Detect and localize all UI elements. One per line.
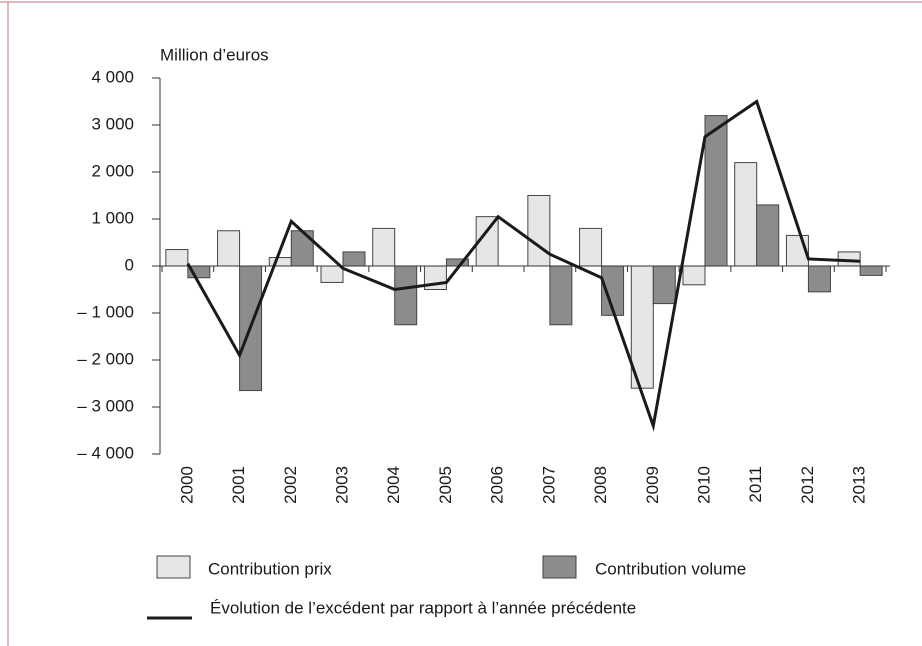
x-tick-label: 2009 <box>643 466 662 504</box>
bar <box>372 227 396 267</box>
bar <box>682 265 706 286</box>
y-tick-label: – 4 000 <box>77 443 134 462</box>
x-tick-label: 2013 <box>850 466 869 504</box>
bar <box>807 265 831 293</box>
x-tick-label: 2004 <box>384 466 403 504</box>
x-tick-label: 2003 <box>332 466 351 504</box>
y-tick-label: 0 <box>125 255 134 274</box>
line-series <box>186 99 861 432</box>
bar <box>704 115 728 267</box>
y-tick-label: 4 000 <box>91 67 134 86</box>
bar <box>320 265 344 283</box>
x-tick-label: 2012 <box>798 466 817 504</box>
x-tick-label: 2008 <box>591 466 610 504</box>
y-axis-label: Million d’euros <box>160 45 269 64</box>
bar <box>527 195 551 267</box>
y-tick-label: – 1 000 <box>77 302 134 321</box>
y-tick-label: – 3 000 <box>77 396 134 415</box>
bar <box>217 230 241 267</box>
bar <box>342 251 366 267</box>
x-tick-label: 2010 <box>694 466 713 504</box>
y-tick-label: – 2 000 <box>77 349 134 368</box>
legend-label: Évolution de l’excédent par rapport à l’… <box>210 598 636 617</box>
bar <box>734 162 758 267</box>
bar <box>268 257 292 267</box>
y-tick-label: 1 000 <box>91 208 134 227</box>
bar <box>579 227 603 267</box>
x-tick-label: 2011 <box>746 466 765 503</box>
bar <box>165 249 189 267</box>
x-tick-label: 2001 <box>229 466 248 504</box>
x-tick-label: 2007 <box>539 466 558 504</box>
legend-label: Contribution prix <box>208 559 332 578</box>
y-tick-label: 3 000 <box>91 114 134 133</box>
bar <box>549 265 573 326</box>
legend-swatch <box>156 555 191 579</box>
bar <box>394 265 418 326</box>
bar <box>756 204 780 267</box>
y-tick-label: 2 000 <box>91 161 134 180</box>
bar <box>859 265 883 276</box>
legend-label: Contribution volume <box>595 559 746 578</box>
x-tick-label: 2002 <box>281 466 300 504</box>
x-tick-label: 2006 <box>488 466 507 504</box>
bar <box>290 230 314 267</box>
x-tick-label: 2000 <box>177 466 196 504</box>
bar <box>652 265 676 305</box>
legend-swatch <box>542 555 577 579</box>
x-tick-label: 2005 <box>436 466 455 504</box>
